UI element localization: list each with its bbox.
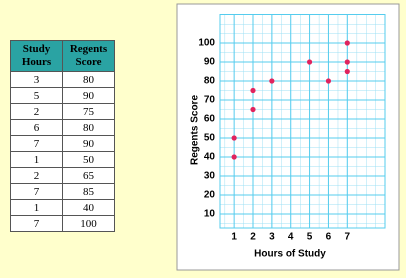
y-tick-label: 40 [204, 152, 216, 163]
x-tick-label: 1 [231, 232, 237, 243]
x-tick-label: 6 [326, 232, 332, 243]
data-point [250, 106, 256, 113]
data-table: Study Hours Regents Score 3 80 5 90 2 75 6 80 7 90 1… [10, 40, 115, 232]
x-tick-label: 5 [307, 232, 313, 243]
y-axis-label: Regents Score [190, 95, 201, 165]
table-row: 2 75 [10, 103, 115, 120]
data-point [269, 78, 275, 84]
table-row: 3 80 [10, 71, 115, 88]
x-tick-label: 7 [345, 232, 351, 243]
x-tick-label: 3 [269, 232, 275, 243]
y-tick-label: 60 [204, 114, 216, 125]
y-tick-label: 30 [204, 171, 216, 182]
data-point [325, 78, 332, 84]
y-tick-label: 80 [204, 76, 216, 87]
table-cell: 100 [62, 215, 115, 232]
x-axis-label: Hours of Study [254, 249, 326, 260]
table-cell: 90 [62, 135, 115, 152]
table-row: 7 85 [10, 183, 115, 200]
table-row: 2 65 [10, 167, 115, 184]
data-point [231, 154, 237, 160]
y-tick-label: 70 [204, 95, 216, 106]
table-row: 1 50 [10, 151, 115, 168]
table-row: 7 100 [10, 215, 115, 232]
data-point [344, 68, 350, 75]
column-header: Study Hours [10, 40, 63, 72]
table-row: 7 90 [10, 135, 115, 152]
table-row: 5 90 [10, 87, 115, 104]
data-point [250, 87, 256, 94]
data-point [344, 40, 350, 46]
data-point [231, 135, 237, 141]
y-tick-label: 50 [204, 133, 216, 144]
data-point [306, 59, 313, 65]
y-tick-label: 10 [204, 209, 216, 220]
table-row: 1 40 [10, 199, 115, 216]
x-tick-label: 4 [288, 232, 294, 243]
x-tick-label: 2 [250, 232, 256, 243]
y-tick-label: 20 [204, 190, 216, 201]
plot-area [219, 14, 386, 229]
data-point [344, 59, 350, 65]
y-tick-label: 90 [204, 57, 216, 68]
y-tick-label: 100 [198, 38, 215, 49]
table-row: 6 80 [10, 119, 115, 136]
